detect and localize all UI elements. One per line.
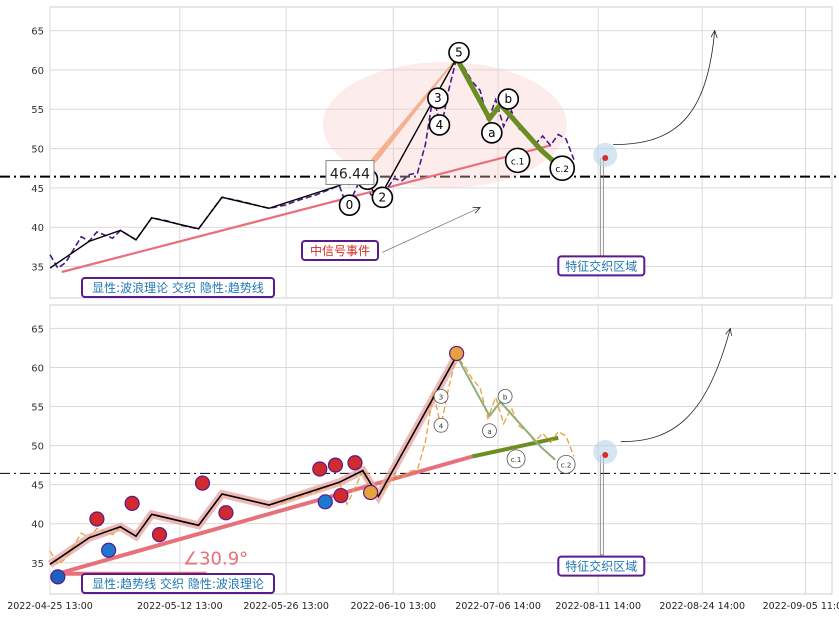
top-corner-label: 显性:波浪理论 交织 隐性:趋势线: [92, 280, 264, 295]
top-trend-line: [61, 144, 551, 274]
top-wave-label-circle: [504, 147, 531, 174]
top-wave-label-circle: [427, 87, 449, 110]
top-projection-arrow: [613, 31, 715, 146]
top-ytick-label: 40: [31, 223, 44, 234]
top-ytick-label: 60: [31, 66, 44, 77]
bottom-xtick-label: 2022-05-12 13:00: [137, 601, 223, 612]
top-wave-label-circle: [371, 186, 394, 209]
top-zone-label: 特征交织区域: [565, 258, 637, 273]
bottom-marker: [124, 495, 140, 511]
bottom-ytick-label: 50: [31, 442, 44, 453]
bottom-marker: [218, 505, 234, 521]
bottom-small-label-text: 4: [439, 422, 444, 430]
top-zone-highlight: [593, 142, 618, 167]
bottom-marker: [312, 461, 328, 477]
top-wave-label-text: c.2: [555, 165, 569, 175]
bottom-small-label-text: a: [487, 428, 491, 436]
bottom-small-label-circle: [556, 454, 576, 474]
top-wave-label-text: b: [504, 92, 512, 106]
bottom-small-label-text: b: [503, 393, 508, 401]
top-wave-label-text: 3: [434, 91, 442, 105]
top-support-callout: [325, 160, 375, 186]
bottom-small-label-circle: [482, 423, 497, 439]
bottom-ytick-label: 65: [31, 324, 44, 335]
bottom-ytick-label: 40: [31, 520, 44, 531]
bottom-corner-label: 显性:趋势线 交织 隐性:波浪理论: [92, 576, 264, 591]
bottom-ytick-label: 35: [31, 559, 44, 570]
bottom-xtick-label: 2022-09-05 11:00: [763, 601, 839, 612]
bottom-small-label-circle: [506, 449, 526, 469]
top-wave-label-circle: [497, 88, 520, 110]
bottom-marker: [363, 484, 379, 501]
bottom-zone-label: 特征交织区域: [565, 559, 637, 574]
top-wave-label-circle: [549, 155, 576, 182]
bottom-zone-highlight: [593, 439, 618, 464]
top-wave-label-circle: [481, 122, 503, 144]
top-ytick-label: 50: [31, 145, 44, 156]
bottom-xtick-label: 2022-08-11 14:00: [555, 601, 641, 612]
bottom-marker: [101, 542, 117, 558]
bottom-green-segment: [471, 435, 559, 459]
top-wave-label-text: 5: [455, 46, 463, 60]
top-wave-label-circle: [448, 41, 470, 64]
bottom-zone-pointer: [599, 454, 604, 556]
bottom-xtick-label: 2022-07-06 14:00: [455, 601, 541, 612]
bottom-small-label-text: c.1: [511, 456, 522, 464]
bottom-marker: [449, 345, 465, 362]
bottom-small-label-circle: [433, 388, 449, 404]
bottom-xtick-label: 2022-08-24 14:00: [659, 601, 745, 612]
top-zone-dot: [602, 155, 609, 162]
bottom-zone-dot: [602, 451, 609, 458]
top-ytick-label: 45: [31, 184, 44, 195]
top-panel-frame: [49, 6, 833, 299]
bottom-wave-zigzag: [49, 355, 458, 565]
bottom-marker: [50, 569, 66, 585]
bottom-marker: [333, 487, 349, 504]
top-wave-label-text: 4: [436, 118, 444, 132]
bottom-xtick-label: 2022-05-26 13:00: [243, 601, 329, 612]
top-ytick-label: 65: [31, 27, 44, 38]
bottom-panel-frame: [49, 304, 833, 595]
top-wave-label-text: a: [488, 126, 495, 140]
top-wave-label-circle: [338, 194, 361, 216]
bottom-marker: [194, 475, 211, 491]
bottom-ytick-label: 55: [31, 403, 44, 414]
top-ytick-label: 35: [31, 263, 44, 274]
top-wave-label-text: 0: [346, 198, 354, 212]
top-event-arrow: [382, 208, 480, 253]
top-zone-box: [557, 255, 646, 277]
bottom-marker: [347, 455, 363, 471]
bottom-xtick-label: 2022-04-25 13:00: [7, 601, 93, 612]
bottom-angle-label: ∠30.9°: [183, 548, 248, 569]
top-event-label: 中信号事件: [310, 243, 370, 258]
bottom-zone-box: [557, 555, 646, 577]
bottom-marker: [89, 511, 105, 527]
bottom-small-label-text: 3: [439, 393, 443, 401]
top-channel-band: [347, 53, 462, 188]
bottom-projection-arrow: [620, 328, 730, 443]
bottom-marker: [327, 457, 344, 473]
top-ytick-label: 55: [31, 105, 44, 116]
bottom-xtick-label: 2022-06-10 13:00: [350, 601, 436, 612]
bottom-ytick-label: 60: [31, 363, 44, 374]
bottom-small-label-text: c.2: [561, 461, 572, 469]
top-event-box: [301, 240, 379, 261]
top-wave-label-circle: [428, 114, 451, 136]
top-support-value: 46.44: [330, 167, 370, 183]
bottom-marker: [151, 527, 168, 543]
top-wave-label-text: c.1: [511, 157, 525, 167]
top-corner-box: [81, 277, 275, 298]
bottom-small-label-circle: [433, 417, 449, 433]
bottom-marker: [317, 494, 333, 510]
bottom-small-label-circle: [497, 388, 513, 404]
bottom-ytick-label: 45: [31, 481, 44, 492]
bottom-corner-box: [81, 573, 275, 594]
top-wave-label-text: 2: [379, 190, 387, 204]
